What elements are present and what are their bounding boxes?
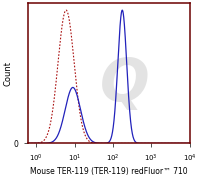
X-axis label: Mouse TER-119 (TER-119) redFluor™ 710: Mouse TER-119 (TER-119) redFluor™ 710: [30, 166, 188, 176]
Text: Q: Q: [100, 56, 150, 113]
Y-axis label: Count: Count: [3, 61, 12, 86]
